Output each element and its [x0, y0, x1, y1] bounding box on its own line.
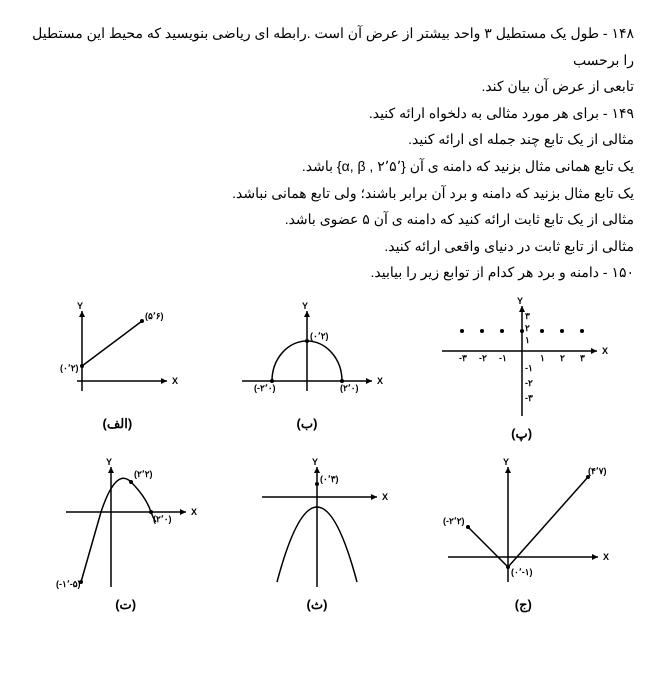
- point-0m1: (۰٬-۱): [511, 567, 533, 577]
- xt3: ۳: [580, 353, 585, 363]
- line-148a: ۱۴۸ - طول یک مستطیل ۳ واحد بیشتر از عرض …: [30, 20, 634, 73]
- point-m22: (-۲٬۲): [443, 516, 465, 526]
- yt1: ۱: [525, 335, 530, 345]
- x-label: X: [191, 507, 197, 517]
- caption-se: (ث): [307, 597, 328, 613]
- xt2: ۲: [560, 353, 565, 363]
- graph-jim: X Y (-۲٬۲) (۰٬-۱) (۴٬۷) (ج): [438, 462, 608, 613]
- line-149f: مثالی از تابع ثابت در دنیای واقعی ارائه …: [30, 233, 634, 260]
- problem-text: ۱۴۸ - طول یک مستطیل ۳ واحد بیشتر از عرض …: [30, 20, 634, 286]
- y-label: Y: [517, 296, 523, 306]
- yt3: ۳: [525, 311, 530, 321]
- point-m20: (-۲٬۰): [254, 383, 276, 393]
- point-22: (۲٬۲): [134, 469, 153, 479]
- point-20: (۲٬۰): [340, 383, 359, 393]
- y-label: Y: [302, 301, 308, 311]
- point-02-top: (۰٬۲): [310, 331, 329, 341]
- caption-te: (ت): [115, 597, 136, 613]
- line-150: ۱۵۰ - دامنه و برد هر کدام از توابع زیر ر…: [30, 259, 634, 286]
- caption-pe: (پ): [511, 426, 532, 442]
- caption-be: (ب): [297, 416, 318, 432]
- xt-2: -۲: [479, 353, 487, 363]
- caption-jim: (ج): [515, 597, 532, 613]
- y-label: Y: [503, 457, 509, 467]
- line-149a: ۱۴۹ - برای هر مورد مثالی به دلخواه ارائه…: [30, 100, 634, 127]
- graph-te: X Y (۲٬۲) (۲٬۰) (-۱٬-۵) (ت): [56, 462, 196, 613]
- line-149e: مثالی از یک تابع ثابت ارائه کنید که دامن…: [30, 206, 634, 233]
- yt2: ۲: [525, 323, 530, 333]
- line-149b: مثالی از یک تابع چند جمله ای ارائه کنید.: [30, 126, 634, 153]
- ytm1: -۱: [525, 363, 533, 373]
- caption-alef: (الف): [102, 416, 132, 432]
- line-149c: یک تابع همانی مثال بزنید که دامنه ی آن {…: [30, 153, 634, 180]
- ytm3: -۳: [525, 393, 533, 403]
- x-label: X: [603, 552, 609, 562]
- x-label: X: [377, 376, 383, 386]
- x-label: X: [602, 346, 608, 356]
- line-148b: تابعی از عرض آن بیان کند.: [30, 73, 634, 100]
- x-label: X: [172, 376, 178, 386]
- point-47: (۴٬۷): [588, 466, 607, 476]
- graph-alef: X Y (۵٬۶) (۰٬۲) (الف): [57, 301, 177, 442]
- xt-3: -۳: [459, 353, 467, 363]
- xt1: ۱: [540, 353, 545, 363]
- graph-row-2: X Y (۲٬۲) (۲٬۰) (-۱٬-۵) (ت) X Y: [30, 462, 634, 613]
- y-label: Y: [312, 457, 318, 467]
- graph-row-1: X Y (۵٬۶) (۰٬۲) (الف) X Y: [30, 301, 634, 442]
- point-02: (۰٬۲): [60, 363, 79, 373]
- graphs-container: X Y (۵٬۶) (۰٬۲) (الف) X Y: [30, 301, 634, 613]
- ytm2: -۲: [525, 378, 533, 388]
- y-label: Y: [106, 457, 112, 467]
- x-label: X: [382, 492, 388, 502]
- point-20: (۲٬۰): [153, 514, 172, 524]
- graph-se: X Y (۰٬۳) (ث): [247, 462, 387, 613]
- point-03: (۰٬۳): [320, 474, 339, 484]
- graph-pe: X Y -۳ -۲ -۱ ۱ ۲ ۳ ۲ ۳ ۱: [437, 301, 607, 442]
- line-149d: یک تابع مثال بزنید که دامنه و برد آن برا…: [30, 180, 634, 207]
- point-56: (۵٬۶): [145, 311, 164, 321]
- graph-be: X Y (۰٬۲) (-۲٬۰) (۲٬۰) (ب): [232, 301, 382, 442]
- y-label: Y: [77, 301, 83, 311]
- point-m1m5: (-۱٬-۵): [56, 579, 81, 589]
- xt-1: -۱: [499, 353, 507, 363]
